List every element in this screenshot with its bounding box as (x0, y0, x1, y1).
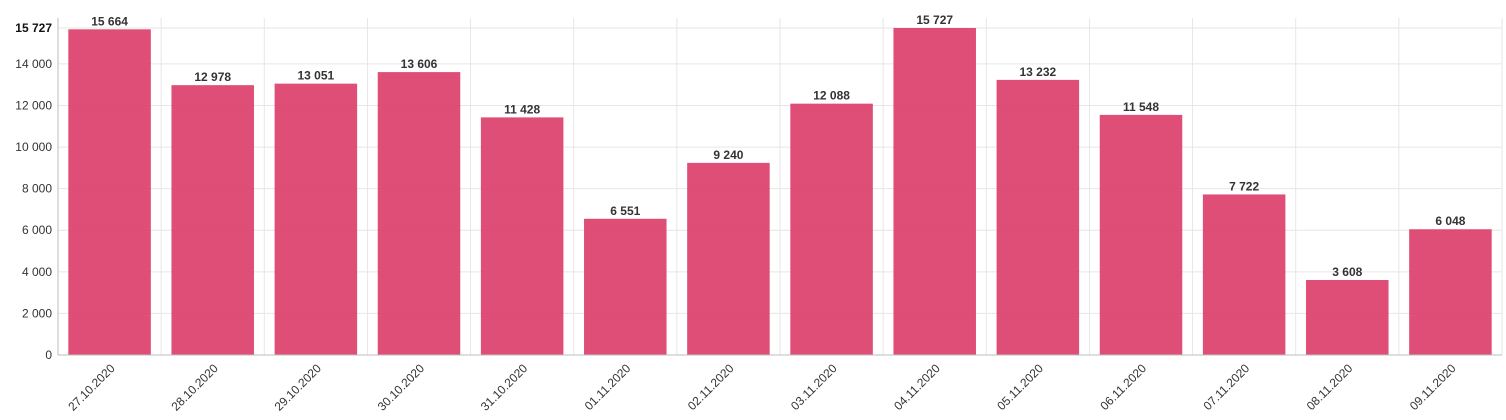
x-tick-label: 27.10.2020 (65, 361, 118, 414)
x-tick-label: 29.10.2020 (272, 361, 325, 414)
bar (377, 72, 461, 355)
x-tick-label: 31.10.2020 (478, 361, 531, 414)
bar-value-label: 3 608 (1332, 265, 1362, 279)
y-axis: 0 2 000 4 000 6 000 8 000 10 000 12 000 14 000 1… (15, 18, 59, 362)
y-tick-label: 14 000 (15, 57, 52, 71)
bar-value-label: 7 722 (1229, 179, 1259, 193)
y-tick-label: 6 000 (22, 223, 52, 237)
bar (480, 117, 564, 356)
bar-value-label: 6 048 (1435, 214, 1465, 228)
y-tick-label: 10 000 (15, 140, 52, 154)
bar (790, 103, 873, 356)
bar-value-label: 12 978 (194, 70, 231, 84)
bar-value-label: 15 727 (916, 13, 953, 27)
x-tick-label: 05.11.2020 (994, 361, 1046, 413)
bar (1202, 194, 1286, 355)
bar (687, 162, 770, 355)
y-tick-label: 4 000 (22, 265, 52, 279)
x-axis: 27.10.2020 28.10.2020 29.10.2020 30.10.2020… (58, 354, 1502, 414)
bar-value-label: 6 551 (610, 204, 640, 218)
x-tick-label: 02.11.2020 (685, 361, 737, 413)
bar (68, 29, 151, 356)
x-tick-label: 30.10.2020 (375, 361, 428, 414)
y-tick-label: 2 000 (22, 306, 52, 320)
bar (996, 79, 1080, 355)
x-tick-label: 01.11.2020 (582, 361, 634, 413)
x-tick-label: 28.10.2020 (168, 361, 221, 414)
bar (584, 218, 667, 355)
y-max-label: 15 727 (15, 21, 52, 35)
bar-value-labels: 15 664 12 978 13 051 13 606 11 428 6 551 9 240… (91, 13, 1466, 279)
x-tick-label: 04.11.2020 (891, 361, 943, 413)
bar-value-label: 15 664 (91, 14, 128, 28)
bar (1306, 279, 1389, 355)
x-tick-label: 09.11.2020 (1407, 361, 1459, 413)
x-tick-label: 08.11.2020 (1304, 361, 1356, 413)
bars (68, 28, 1492, 356)
x-tick-label: 07.11.2020 (1201, 361, 1253, 413)
bar (274, 83, 358, 355)
bar-value-label: 13 232 (1020, 65, 1057, 79)
bar-value-label: 13 606 (401, 57, 438, 71)
y-tick-label: 0 (45, 348, 52, 362)
bar (171, 85, 254, 355)
x-tick-label: 06.11.2020 (1097, 361, 1149, 413)
y-tick-label: 8 000 (22, 182, 52, 196)
x-tick-label: 03.11.2020 (788, 361, 840, 413)
bar (1409, 229, 1492, 355)
bar-value-label: 13 051 (298, 69, 335, 83)
bar (893, 28, 976, 355)
bar-value-label: 9 240 (713, 148, 743, 162)
bar-value-label: 12 088 (813, 89, 850, 103)
bar-value-label: 11 548 (1123, 100, 1159, 114)
bar (1099, 114, 1183, 355)
bar-value-label: 11 428 (504, 102, 540, 116)
y-tick-label: 12 000 (15, 98, 52, 112)
